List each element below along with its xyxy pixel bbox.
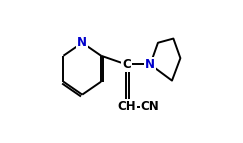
Text: CN: CN [141,100,160,113]
Text: CH: CH [117,100,136,113]
Text: C: C [122,58,131,71]
Text: N: N [145,58,155,71]
Text: N: N [77,36,87,49]
